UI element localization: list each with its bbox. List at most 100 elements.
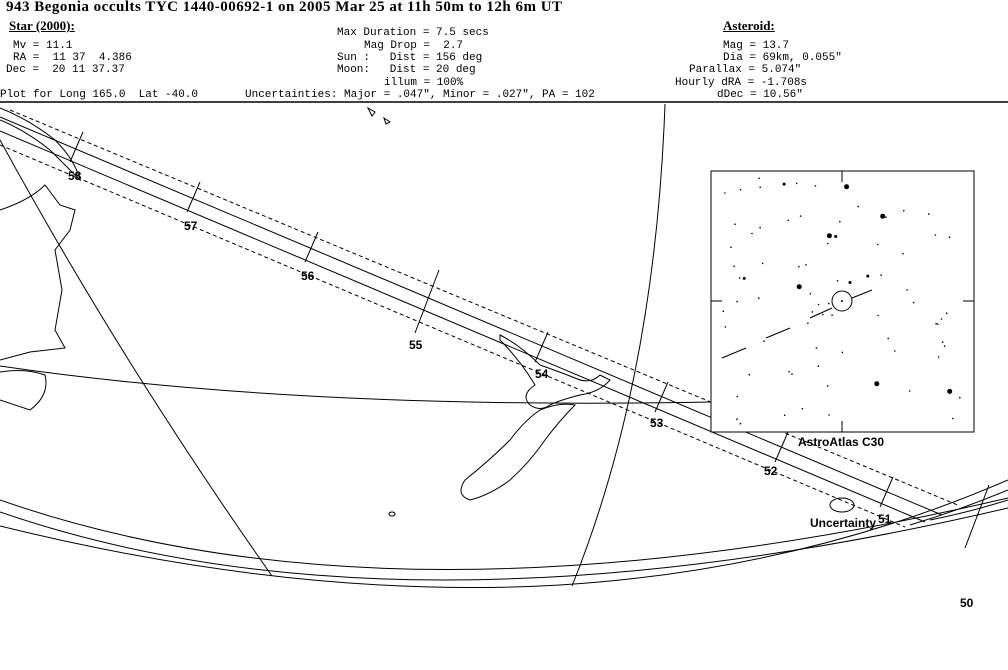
star-dot <box>826 233 832 239</box>
star-dot <box>857 205 859 208</box>
time-tick-label: 54 <box>535 367 549 381</box>
star-dot <box>941 341 944 344</box>
time-tick-label: 57 <box>184 219 198 233</box>
star-dot <box>952 417 954 420</box>
star-dot <box>758 177 760 179</box>
new-caledonia-coast <box>0 107 81 182</box>
uncertainty-ellipse <box>829 497 855 513</box>
time-tick-label: 50 <box>960 596 974 610</box>
australia-coast <box>0 184 76 361</box>
star-dot <box>811 311 814 313</box>
star-dot <box>730 246 732 249</box>
star-dot <box>841 351 844 354</box>
star-dot <box>799 215 802 217</box>
time-tick-label: 56 <box>301 269 315 283</box>
earth-limb <box>0 507 1008 581</box>
star-dot <box>877 314 879 317</box>
uncertainty-label: Uncertainty <box>810 516 876 530</box>
asteroid-mag: Mag = 13.7 <box>723 40 790 52</box>
island-coast <box>366 106 391 125</box>
star-dot <box>787 219 789 222</box>
star-ra: RA = 11 37 4.386 <box>13 52 132 64</box>
star-dot <box>959 396 961 399</box>
star-dot <box>814 185 817 187</box>
path-edge-north <box>909 489 1008 526</box>
nz-north-island <box>499 334 611 409</box>
star-dot <box>722 310 725 313</box>
star-dot <box>908 390 911 392</box>
star-dot <box>903 209 905 212</box>
plot-location: Plot for Long 165.0 Lat -40.0 <box>0 89 199 101</box>
star-dot <box>817 365 820 368</box>
star-dot <box>945 312 948 315</box>
star-dot <box>844 184 850 190</box>
time-tick-mark <box>186 181 201 213</box>
time-tick-mark <box>774 431 789 463</box>
star-dot <box>791 373 793 375</box>
asteroid-ddec: dDec = 10.56" <box>717 89 803 101</box>
star-dot <box>902 252 904 255</box>
earth-limb <box>0 497 1008 570</box>
page-title: 943 Begonia occults TYC 1440-00692-1 on … <box>6 0 563 15</box>
time-tick-mark <box>414 269 440 334</box>
time-tick-mark <box>69 131 84 163</box>
star-dot <box>906 289 908 291</box>
star-dot <box>748 373 751 376</box>
star-dot <box>817 303 820 306</box>
star-dot <box>836 280 839 282</box>
star-dot <box>724 192 726 194</box>
star-dot <box>831 314 833 317</box>
time-tick-mark <box>879 476 894 508</box>
star-dot <box>809 293 812 295</box>
star-dot <box>828 302 830 305</box>
star-dot <box>839 220 841 223</box>
star-dot <box>733 265 735 268</box>
star-dot <box>724 326 727 328</box>
nz-south-island <box>460 403 577 501</box>
star-dot <box>815 347 818 349</box>
time-tick-mark <box>654 381 669 413</box>
star-dot <box>736 418 738 421</box>
star-dot <box>848 281 852 284</box>
target-star-circle <box>831 290 853 312</box>
star-dot <box>826 385 829 387</box>
max-duration: Max Duration = 7.5 secs <box>337 27 489 39</box>
path-edge-south <box>929 499 1008 521</box>
stewart-island <box>388 511 396 517</box>
star-dec: Dec = 20 11 37.37 <box>6 64 125 76</box>
time-tick-mark <box>964 484 990 549</box>
star-dot <box>935 322 937 325</box>
star-dot <box>736 300 738 303</box>
star-dot <box>734 223 736 225</box>
star-heading: Star (2000): <box>9 18 75 33</box>
meridian-line <box>571 103 666 587</box>
star-dot <box>940 318 943 320</box>
star-dot <box>934 234 937 236</box>
path-limit-south-dashed <box>0 144 906 528</box>
star-dot <box>783 414 786 417</box>
latitude-line <box>0 365 713 404</box>
asteroid-parallax: Parallax = 5.074" <box>689 64 802 76</box>
star-dot <box>795 182 798 185</box>
moon-illumination: illum = 100% <box>384 77 464 89</box>
star-dot <box>880 274 882 276</box>
time-tick-label: 51 <box>878 512 892 526</box>
path-edge-north <box>0 116 943 516</box>
mag-drop: Mag Drop = 2.7 <box>364 40 464 52</box>
time-tick-mark <box>304 231 319 263</box>
asteroid-hourly-dra: Hourly dRA = -1.708s <box>675 77 808 89</box>
star-dot <box>894 350 896 352</box>
star-dot <box>928 213 930 215</box>
star-dot <box>805 264 807 266</box>
star-dot <box>788 371 790 373</box>
star-chart-inset <box>710 170 975 433</box>
star-dot <box>759 186 761 189</box>
star-dot <box>948 236 951 238</box>
star-dot <box>866 274 870 278</box>
sun-distance: Sun : Dist = 156 deg <box>337 52 483 64</box>
star-dot <box>937 356 940 358</box>
star-dot <box>822 313 824 316</box>
uncertainties: Uncertainties: Major = .047", Minor = .0… <box>245 89 595 101</box>
star-dot <box>739 189 742 191</box>
meridian-line <box>0 139 273 577</box>
